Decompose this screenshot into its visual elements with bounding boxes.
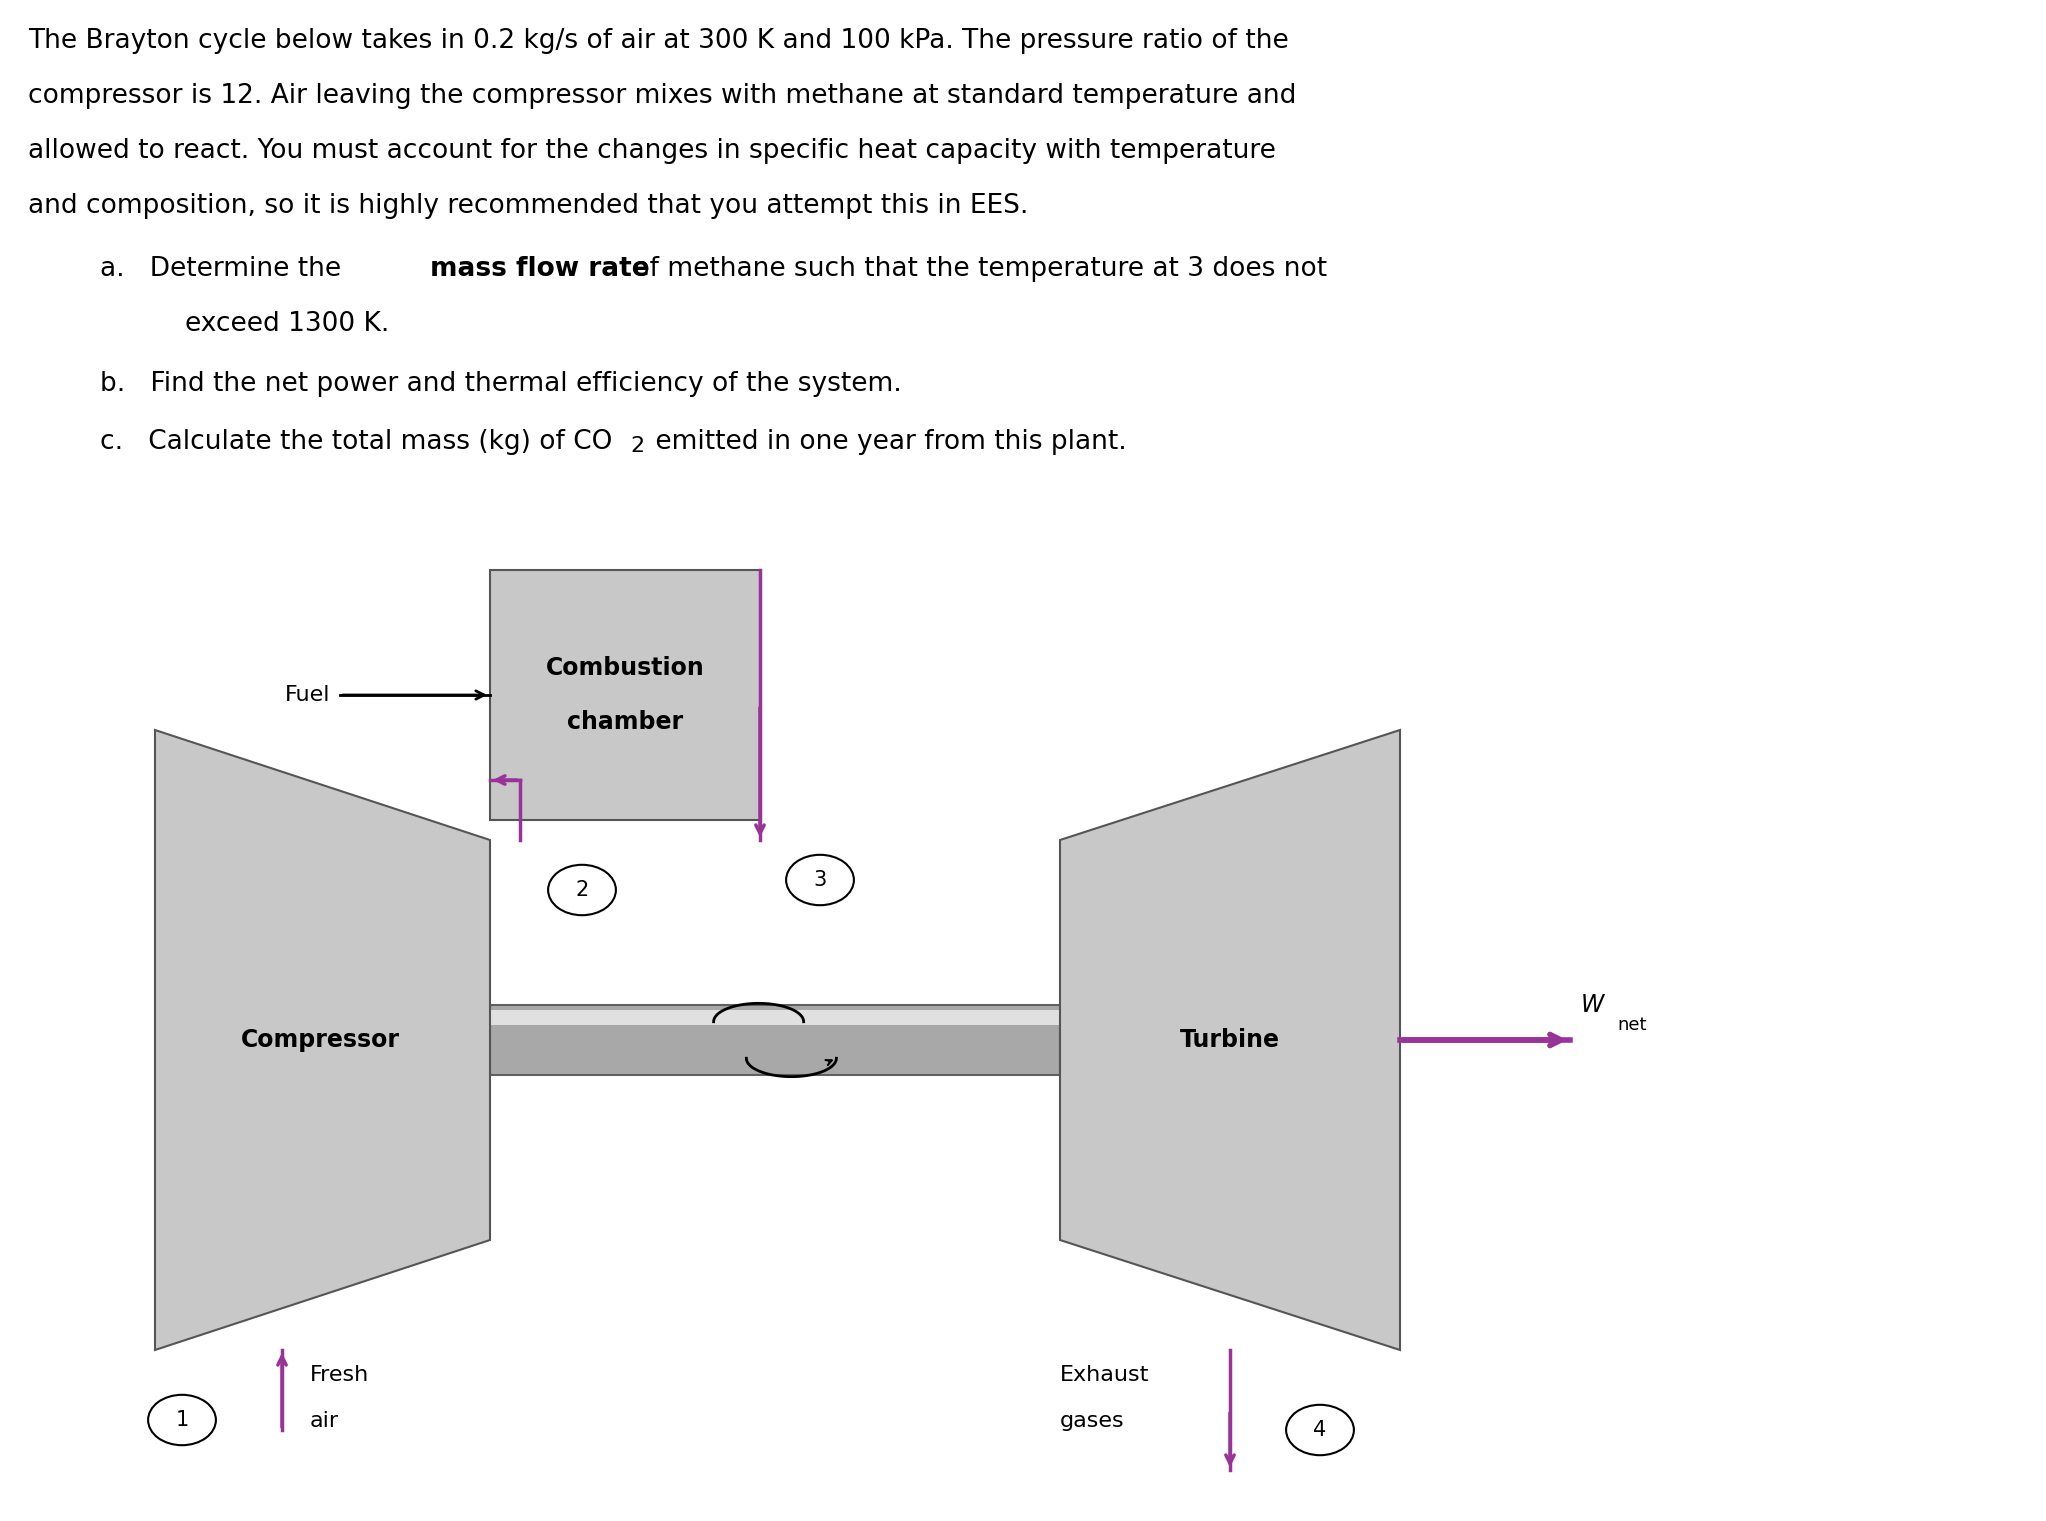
Text: of methane such that the temperature at 3 does not: of methane such that the temperature at … <box>624 256 1328 281</box>
Circle shape <box>147 1395 217 1445</box>
Text: chamber: chamber <box>567 710 683 735</box>
Circle shape <box>548 865 616 916</box>
Text: net: net <box>1616 1016 1647 1034</box>
Text: compressor is 12. Air leaving the compressor mixes with methane at standard temp: compressor is 12. Air leaving the compre… <box>29 84 1297 110</box>
Text: a.   Determine the: a. Determine the <box>100 256 350 281</box>
Text: 2: 2 <box>630 437 644 456</box>
Circle shape <box>786 855 853 905</box>
Text: 4: 4 <box>1314 1421 1326 1440</box>
Text: and composition, so it is highly recommended that you attempt this in EES.: and composition, so it is highly recomme… <box>29 193 1029 219</box>
Text: Combustion: Combustion <box>546 656 704 680</box>
Text: Compressor: Compressor <box>241 1028 399 1053</box>
Text: 3: 3 <box>814 870 827 890</box>
Text: mass flow rate: mass flow rate <box>430 256 651 281</box>
Text: The Brayton cycle below takes in 0.2 kg/s of air at 300 K and 100 kPa. The press: The Brayton cycle below takes in 0.2 kg/… <box>29 27 1289 55</box>
Text: exceed 1300 K.: exceed 1300 K. <box>184 310 389 338</box>
Text: allowed to react. You must account for the changes in specific heat capacity wit: allowed to react. You must account for t… <box>29 138 1277 164</box>
Text: 1: 1 <box>176 1410 188 1430</box>
Polygon shape <box>155 730 489 1351</box>
Text: air: air <box>311 1410 340 1431</box>
Bar <box>489 1010 1060 1025</box>
Bar <box>489 570 759 820</box>
Text: gases: gases <box>1060 1410 1125 1431</box>
Text: Fuel: Fuel <box>284 684 329 706</box>
Text: b.   Find the net power and thermal efficiency of the system.: b. Find the net power and thermal effici… <box>100 371 902 397</box>
Polygon shape <box>1060 730 1399 1351</box>
Text: Turbine: Turbine <box>1181 1028 1281 1053</box>
Text: $W$: $W$ <box>1580 993 1606 1018</box>
Text: Fresh: Fresh <box>311 1364 368 1386</box>
Bar <box>489 1005 1060 1075</box>
Text: Exhaust: Exhaust <box>1060 1364 1150 1386</box>
Text: emitted in one year from this plant.: emitted in one year from this plant. <box>647 429 1127 455</box>
Text: 2: 2 <box>575 881 589 900</box>
Circle shape <box>1287 1405 1354 1456</box>
Text: c.   Calculate the total mass (kg) of CO: c. Calculate the total mass (kg) of CO <box>100 429 612 455</box>
